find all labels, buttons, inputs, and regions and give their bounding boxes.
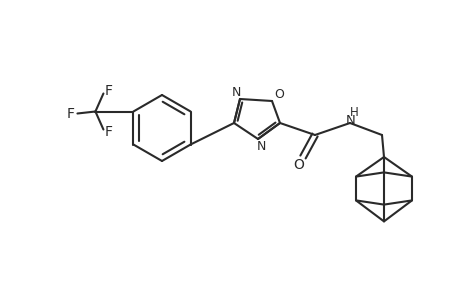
Text: F: F: [104, 83, 112, 98]
Text: O: O: [293, 158, 304, 172]
Text: N: N: [345, 115, 355, 128]
Text: F: F: [66, 106, 74, 121]
Text: N: N: [231, 85, 240, 98]
Text: H: H: [349, 106, 358, 119]
Text: N: N: [256, 140, 265, 154]
Text: O: O: [274, 88, 283, 100]
Text: F: F: [104, 125, 112, 140]
